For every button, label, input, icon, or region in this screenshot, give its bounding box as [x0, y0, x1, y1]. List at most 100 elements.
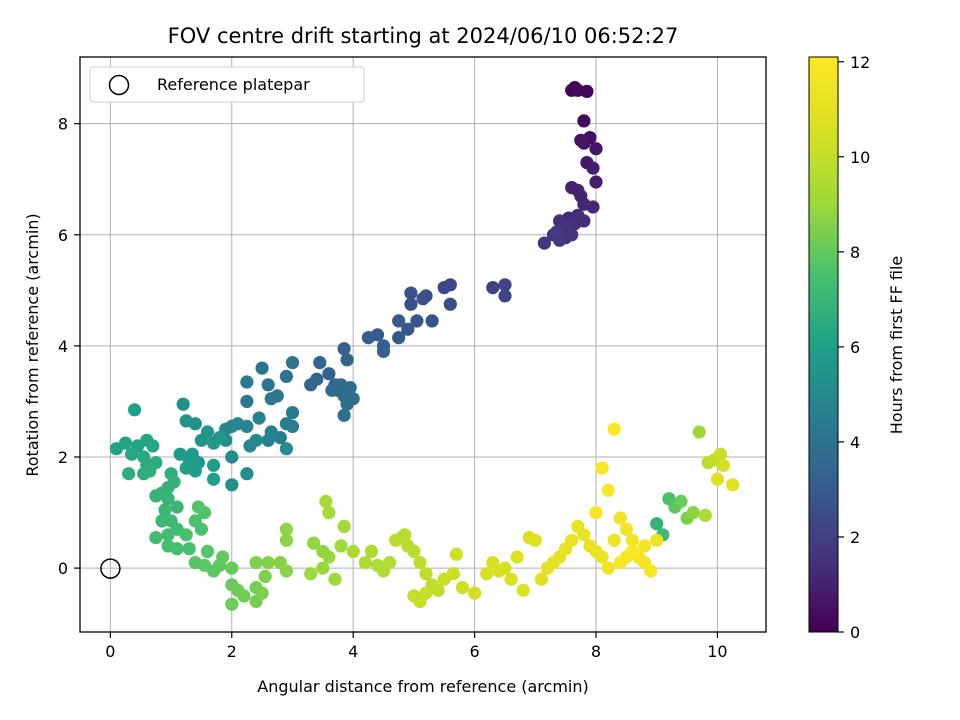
scatter-point — [537, 236, 552, 250]
plot-frame — [79, 56, 767, 633]
scatter-point — [240, 375, 254, 389]
y-tick-label: 2 — [58, 448, 68, 467]
scatter-point — [279, 417, 293, 431]
scatter-point — [686, 505, 700, 520]
scatter-point — [550, 225, 564, 239]
x-tick-label: 4 — [348, 642, 358, 661]
data-points — [109, 81, 740, 611]
colorbar-ticks: 0 2 4 6 8 10 12 — [838, 53, 870, 642]
scatter-point — [419, 586, 433, 600]
colorbar-tick-label: 10 — [850, 148, 870, 167]
scatter-point — [143, 464, 157, 478]
scatter-point — [516, 583, 530, 597]
scatter-point — [486, 281, 500, 295]
scatter-point — [607, 533, 621, 547]
scatter-point — [225, 561, 239, 575]
scatter-point — [468, 586, 482, 600]
scatter-point — [170, 500, 184, 514]
scatter-point — [319, 494, 333, 508]
scatter-point — [698, 508, 712, 522]
scatter-point — [334, 539, 348, 553]
scatter-point — [586, 161, 600, 175]
x-axis-ticks: 0 2 4 6 8 10 — [105, 632, 728, 661]
scatter-point — [601, 483, 615, 497]
scatter-point — [716, 458, 731, 472]
scatter-point — [340, 353, 354, 367]
scatter-point — [674, 494, 688, 508]
colorbar-tick-label: 0 — [850, 623, 860, 642]
scatter-point — [194, 433, 208, 447]
x-tick-label: 8 — [591, 642, 601, 661]
y-tick-label: 6 — [58, 226, 68, 245]
scatter-point — [179, 528, 193, 542]
scatter-point — [179, 414, 193, 428]
colorbar-tick-label: 4 — [850, 433, 860, 452]
scatter-point — [346, 544, 360, 559]
scatter-point — [416, 292, 430, 306]
scatter-point — [589, 142, 603, 156]
colorbar — [808, 56, 839, 633]
scatter-point — [261, 378, 275, 392]
scatter-point — [149, 489, 163, 503]
y-tick-label: 0 — [58, 559, 68, 578]
chart-title: FOV centre drift starting at 2024/06/10 … — [168, 24, 679, 48]
reference-point-marker — [100, 558, 121, 579]
scatter-point — [343, 381, 357, 395]
scatter-point — [337, 342, 351, 356]
scatter-point — [161, 492, 175, 506]
scatter-point — [498, 561, 512, 575]
scatter-point — [392, 331, 406, 345]
scatter-point — [404, 286, 418, 300]
scatter-point — [118, 436, 133, 450]
scatter-point — [443, 297, 457, 311]
scatter-point — [498, 278, 512, 292]
scatter-point — [149, 531, 163, 545]
legend-box — [89, 66, 365, 103]
scatter-point — [580, 84, 594, 98]
scatter-point — [586, 200, 600, 214]
scatter-point — [625, 533, 640, 547]
scatter-point — [322, 505, 336, 520]
legend-marker — [108, 74, 130, 96]
scatter-point — [437, 281, 451, 295]
scatter-point — [249, 556, 263, 570]
colorbar-tick-label: 12 — [850, 53, 870, 72]
x-tick-label: 2 — [227, 642, 237, 661]
scatter-point — [528, 533, 542, 547]
scatter-point — [713, 447, 728, 461]
scatter-point — [358, 556, 372, 570]
x-tick-label: 6 — [470, 642, 480, 661]
scatter-point — [510, 550, 524, 564]
scatter-point — [498, 289, 512, 303]
scatter-point — [619, 522, 634, 536]
scatter-point — [595, 461, 609, 475]
scatter-point — [446, 567, 460, 581]
scatter-point — [182, 542, 196, 556]
legend-label: Reference platepar — [157, 75, 310, 94]
scatter-point — [207, 472, 221, 486]
scatter-point — [322, 367, 336, 381]
scatter-point — [146, 439, 160, 453]
scatter-point — [577, 528, 591, 542]
colorbar-label: Hours from first FF file — [887, 256, 906, 435]
y-tick-label: 4 — [58, 337, 68, 356]
scatter-point — [565, 228, 579, 242]
scatter-point — [225, 478, 239, 492]
scatter-point — [207, 458, 221, 472]
scatter-point — [504, 572, 518, 586]
colorbar-tick-label: 6 — [850, 338, 860, 357]
scatter-point — [419, 567, 433, 581]
scatter-point — [240, 467, 254, 481]
scatter-point — [392, 314, 406, 328]
scatter-point — [200, 544, 215, 559]
scatter-point — [534, 572, 549, 586]
scatter-point — [410, 314, 424, 328]
scatter-point — [279, 522, 293, 536]
scatter-point — [158, 503, 172, 517]
scatter-point — [128, 403, 142, 417]
scatter-point — [255, 586, 269, 600]
scatter-point — [258, 569, 272, 584]
x-tick-label: 0 — [105, 642, 115, 661]
scatter-point — [188, 514, 202, 528]
